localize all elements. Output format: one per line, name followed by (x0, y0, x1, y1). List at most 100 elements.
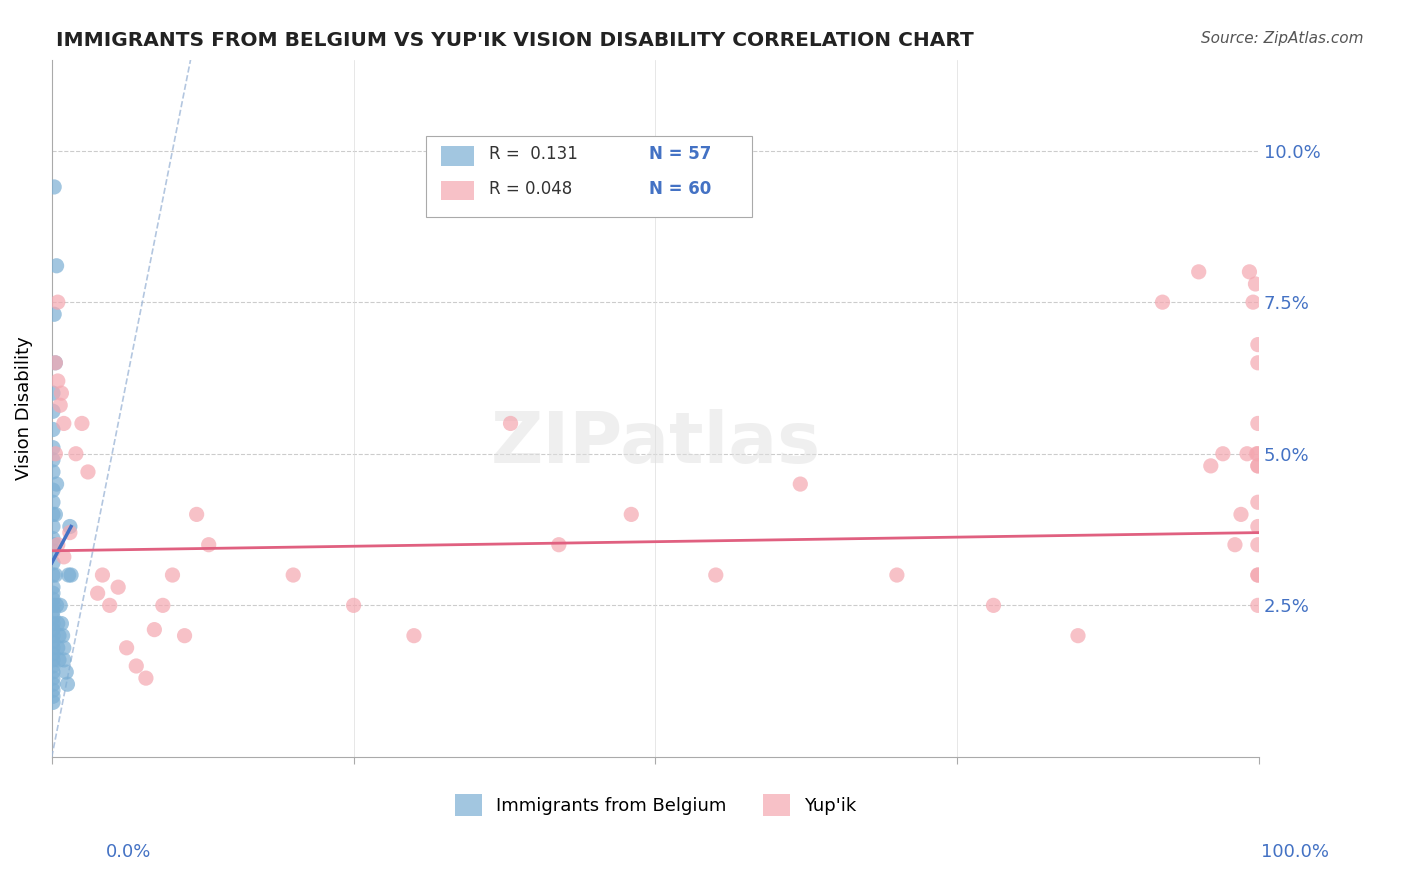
Y-axis label: Vision Disability: Vision Disability (15, 336, 32, 480)
Point (42, 690, 65, 704)
Point (60, 568, 83, 582)
Point (1230, 508, 1253, 522)
Point (342, 599, 364, 613)
Point (135, 671, 157, 685)
Point (42, 665, 65, 679)
Point (44, 180, 66, 194)
Text: R =  0.131: R = 0.131 (489, 145, 578, 162)
Point (1199, 458, 1222, 473)
Point (186, 508, 208, 522)
Point (42, 683, 65, 698)
Point (44, 447, 66, 461)
Point (1239, 265, 1261, 279)
Text: N = 57: N = 57 (650, 145, 711, 162)
Point (49, 398, 72, 412)
Point (42, 604, 65, 618)
Point (51, 616, 73, 631)
Point (46, 538, 69, 552)
Point (46, 374, 69, 388)
Point (1236, 447, 1258, 461)
Point (42, 659, 65, 673)
Text: R = 0.048: R = 0.048 (489, 179, 572, 198)
Point (48, 653, 70, 667)
Point (46, 295, 69, 310)
Point (45, 259, 67, 273)
Point (45, 477, 67, 491)
Point (402, 629, 425, 643)
Point (42, 599, 65, 613)
Point (44, 568, 66, 582)
Point (1188, 265, 1211, 279)
Point (42, 640, 65, 655)
Text: 0.0%: 0.0% (105, 843, 150, 861)
FancyBboxPatch shape (440, 181, 474, 201)
Text: N = 60: N = 60 (650, 179, 711, 198)
Point (1247, 599, 1270, 613)
Point (499, 417, 522, 431)
Point (46, 616, 69, 631)
Point (1247, 417, 1270, 431)
Point (1247, 337, 1270, 351)
Point (42, 586, 65, 600)
Point (42, 671, 65, 685)
Point (65, 447, 87, 461)
Point (58, 568, 80, 582)
Point (983, 599, 1005, 613)
Point (42, 580, 65, 594)
Point (1223, 538, 1246, 552)
Point (1247, 447, 1270, 461)
Point (52, 549, 75, 564)
Point (1247, 458, 1270, 473)
Point (1246, 447, 1268, 461)
Point (125, 659, 148, 673)
Text: 100.0%: 100.0% (1261, 843, 1329, 861)
Point (42, 483, 65, 497)
Legend: Immigrants from Belgium, Yup'ik: Immigrants from Belgium, Yup'ik (446, 785, 865, 824)
Point (44, 356, 66, 370)
Point (44, 307, 66, 321)
Point (42, 556, 65, 570)
Point (52, 653, 75, 667)
Point (115, 640, 138, 655)
Point (51, 386, 73, 401)
Point (1247, 538, 1270, 552)
FancyBboxPatch shape (426, 136, 752, 217)
Point (1244, 277, 1267, 291)
Point (42, 532, 65, 546)
Point (1247, 568, 1270, 582)
Point (91, 568, 114, 582)
Point (42, 610, 65, 624)
Point (1247, 356, 1270, 370)
Point (107, 580, 129, 594)
Point (46, 640, 69, 655)
Point (77, 465, 100, 479)
Point (42, 495, 65, 509)
Point (42, 543, 65, 558)
Point (52, 417, 75, 431)
Point (44, 356, 66, 370)
Text: IMMIGRANTS FROM BELGIUM VS YUP'IK VISION DISABILITY CORRELATION CHART: IMMIGRANTS FROM BELGIUM VS YUP'IK VISION… (56, 31, 974, 50)
Point (42, 465, 65, 479)
Point (173, 629, 195, 643)
Point (49, 599, 72, 613)
Point (42, 404, 65, 418)
Point (42, 653, 65, 667)
Point (86, 586, 108, 600)
Point (44, 538, 66, 552)
Point (1247, 568, 1270, 582)
Point (620, 508, 643, 522)
Point (42, 592, 65, 607)
Point (704, 568, 727, 582)
Text: ZIPatlas: ZIPatlas (491, 409, 821, 477)
Point (42, 695, 65, 709)
Point (42, 452, 65, 467)
Point (42, 634, 65, 648)
Point (45, 599, 67, 613)
Point (143, 623, 166, 637)
Point (1247, 519, 1270, 533)
Point (42, 519, 65, 533)
Point (152, 599, 174, 613)
Point (44, 508, 66, 522)
Point (197, 538, 219, 552)
Point (1212, 447, 1234, 461)
